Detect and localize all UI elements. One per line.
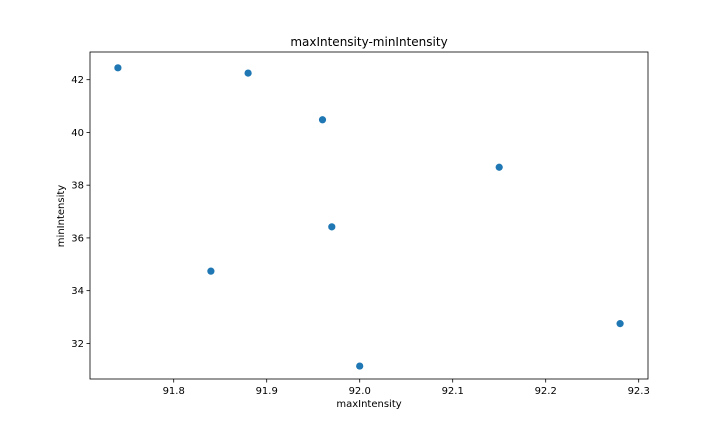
data-point	[328, 223, 336, 231]
data-point	[244, 69, 252, 77]
axes-frame	[89, 51, 649, 380]
y-tick-label: 40	[71, 128, 84, 139]
y-tick-label: 32	[71, 339, 84, 350]
x-tick-label: 91.9	[256, 386, 278, 397]
data-point	[318, 116, 327, 124]
data-point	[114, 64, 122, 72]
y-tick-label: 36	[71, 233, 84, 244]
data-point	[616, 320, 624, 328]
x-axis-label: maxIntensity	[336, 399, 401, 410]
y-tick-label: 34	[71, 286, 84, 297]
y-tick-label: 42	[71, 75, 84, 86]
y-axis-label: minIntensity	[56, 185, 67, 247]
chart-title: maxIntensity-minIntensity	[290, 35, 447, 49]
y-tick-label: 38	[71, 181, 84, 192]
x-tick-label: 92.3	[628, 386, 650, 397]
x-tick-label: 92.1	[442, 386, 464, 397]
x-tick-label: 91.8	[163, 386, 185, 397]
data-point	[207, 267, 215, 275]
data-point	[495, 163, 503, 171]
plot-area: 91.8 91.9 92.0 92.1 92.2 92.3 32 34 36 38 40 42	[71, 51, 650, 397]
x-tick-label: 92.2	[535, 386, 557, 397]
data-point	[356, 362, 364, 370]
x-tick-label: 92.0	[349, 386, 371, 397]
